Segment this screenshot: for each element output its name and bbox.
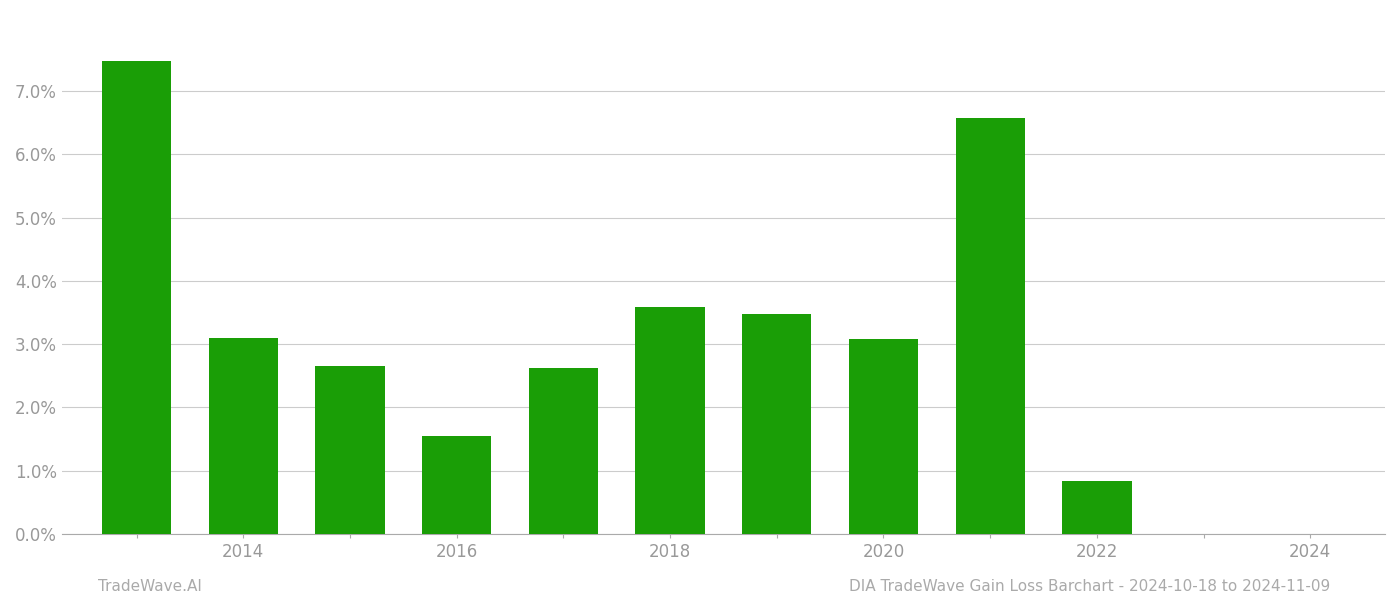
Bar xyxy=(315,366,385,534)
Bar xyxy=(848,339,918,534)
Text: TradeWave.AI: TradeWave.AI xyxy=(98,579,202,594)
Bar xyxy=(421,436,491,534)
Bar xyxy=(102,61,171,534)
Bar xyxy=(209,338,279,534)
Bar xyxy=(956,118,1025,534)
Bar xyxy=(1063,481,1131,534)
Text: DIA TradeWave Gain Loss Barchart - 2024-10-18 to 2024-11-09: DIA TradeWave Gain Loss Barchart - 2024-… xyxy=(848,579,1330,594)
Bar xyxy=(636,307,704,534)
Bar xyxy=(529,368,598,534)
Bar xyxy=(742,314,812,534)
